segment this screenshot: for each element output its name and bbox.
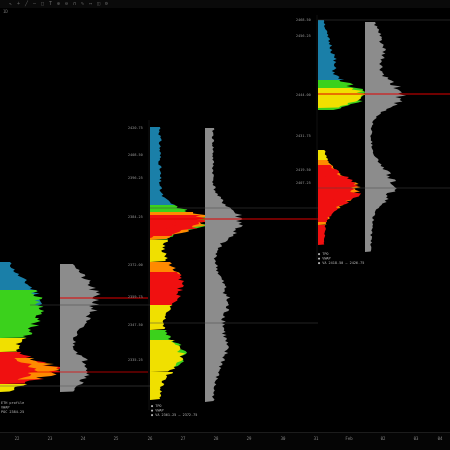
price-label: 2444.00 [296, 93, 311, 97]
time-axis-tick: 27 [180, 436, 186, 441]
profile-1-zone [0, 318, 41, 338]
profile-legend-item: POC 2384.25 [1, 410, 24, 414]
time-axis-tick: 25 [113, 436, 119, 441]
time-axis-tick: 26 [147, 436, 153, 441]
time-axis[interactable]: 22 23 24 25 26 27 28 29 30 31 Feb 02 03 04 [0, 432, 450, 450]
time-axis-tick: 02 [380, 436, 386, 441]
eraser-icon[interactable]: ◫ [96, 0, 100, 7]
profile-3-zone [318, 20, 345, 80]
zoom-in-icon[interactable]: ⊕ [56, 0, 60, 7]
profile-2-zone [150, 305, 173, 330]
profile-legend-item: ● VWAP [151, 409, 164, 413]
zoom-out-icon[interactable]: ⊖ [64, 0, 68, 7]
price-label: 2347.50 [128, 323, 143, 327]
price-label: 2468.50 [296, 18, 311, 22]
price-label: 2396.25 [128, 176, 143, 180]
price-label: 2384.25 [128, 215, 143, 219]
rectangle-icon[interactable]: □ [40, 0, 44, 7]
price-label: 2456.25 [296, 34, 311, 38]
profile-2-volume [205, 128, 243, 402]
profile-legend-item: ● TPO [151, 404, 162, 408]
magnet-icon[interactable]: ∩ [72, 0, 76, 7]
timeframe-label: 1D [3, 9, 8, 14]
time-axis-tick: 29 [246, 436, 252, 441]
price-label: 2407.25 [296, 181, 311, 185]
horizontal-line-icon[interactable]: ― [32, 0, 36, 7]
profile-2-core [150, 275, 161, 303]
time-axis-tick: Feb [345, 436, 353, 441]
profile-legend-item: ETH profile [1, 401, 24, 405]
profile-3-zone [318, 88, 371, 108]
profile-2-core [150, 215, 176, 238]
time-axis-tick: 28 [213, 436, 219, 441]
profile-legend-item: ● VWAP [318, 257, 331, 261]
price-label: 2431.75 [296, 134, 311, 138]
price-label: 2359.75 [128, 295, 143, 299]
profile-legend-item: VWAP [1, 406, 9, 410]
time-axis-tick: 23 [47, 436, 53, 441]
profile-2-zone [150, 272, 185, 305]
profile-2-zone [150, 340, 186, 372]
profile-2-zone [150, 372, 174, 400]
price-label: 2420.75 [128, 126, 143, 130]
trend-line-icon[interactable]: ╱ [24, 0, 28, 7]
profile-3-zone [318, 225, 326, 245]
price-label: 2408.50 [128, 153, 143, 157]
time-axis-tick: 24 [80, 436, 86, 441]
price-label: 2335.25 [128, 358, 143, 362]
time-axis-tick: 22 [14, 436, 20, 441]
price-label: 2372.00 [128, 263, 143, 267]
profile-3-zone [318, 165, 362, 222]
measure-icon[interactable]: ↔ [88, 0, 92, 7]
profile-2-zone [150, 127, 176, 205]
pencil-icon[interactable]: ✎ [80, 0, 84, 7]
toolbar: ↖ + ╱ ― □ T ⊕ ⊖ ∩ ✎ ↔ ◫ ⚙ [0, 0, 450, 8]
profile-3-volume [365, 22, 407, 252]
profile-1-zone [0, 384, 28, 392]
profile-1-zone [0, 290, 45, 320]
profile-1-zone [0, 338, 27, 352]
time-axis-tick: 31 [313, 436, 319, 441]
profile-legend-item: ● VA 2418.50 – 2426.75 [318, 261, 364, 265]
text-icon[interactable]: T [48, 0, 52, 7]
time-axis-tick: 30 [280, 436, 286, 441]
profile-2-zone [150, 240, 169, 262]
profile-legend-item: ● TPO [318, 252, 329, 256]
profile-legend-item: ● VA 2361.25 – 2372.75 [151, 413, 197, 417]
crosshair-icon[interactable]: + [16, 0, 20, 7]
time-axis-tick: 04 [437, 436, 443, 441]
cursor-icon[interactable]: ↖ [8, 0, 12, 7]
profile-1-core [0, 352, 38, 384]
profile-1-volume [60, 264, 101, 392]
price-label: 2419.50 [296, 168, 311, 172]
profile-3-core [318, 170, 340, 215]
settings-icon[interactable]: ⚙ [104, 0, 108, 7]
time-axis-tick: 03 [413, 436, 419, 441]
